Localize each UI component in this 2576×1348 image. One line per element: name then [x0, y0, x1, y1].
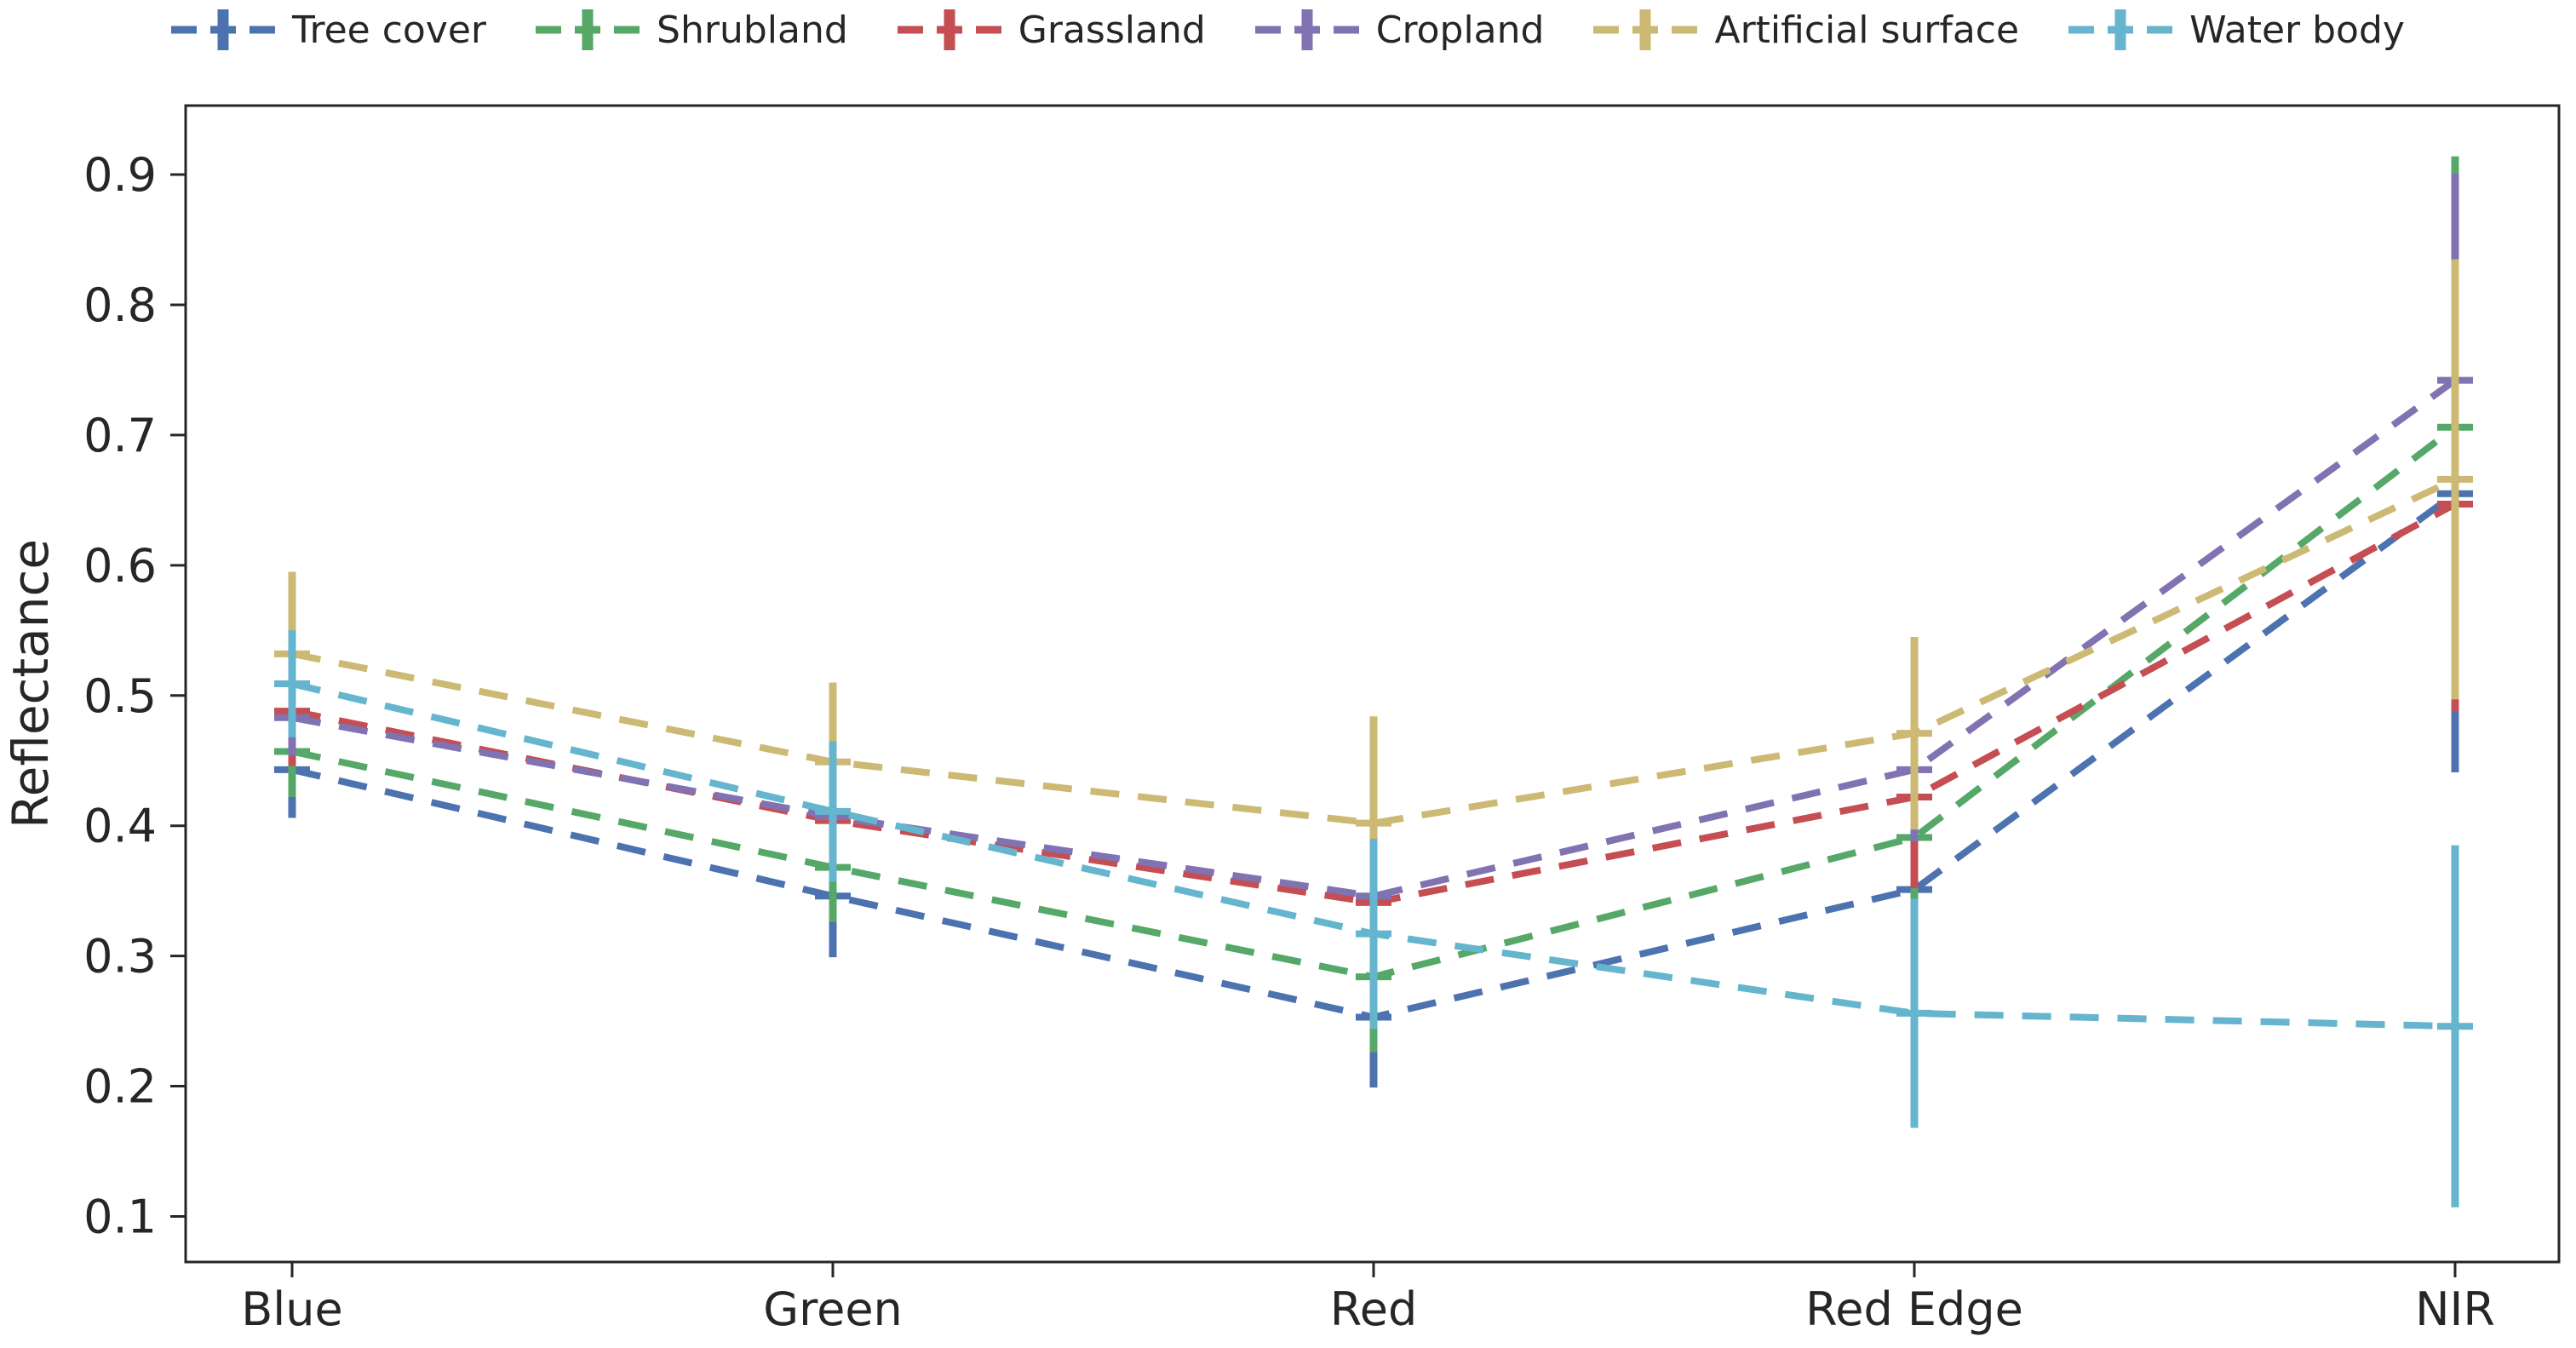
legend-label-cropland: Cropland — [1375, 8, 1545, 52]
legend-item-shrubland: Shrubland — [536, 3, 848, 56]
legend-label-shrubland: Shrubland — [657, 8, 848, 52]
cropland-line — [291, 377, 2458, 900]
x-tick-label-blue: Blue — [241, 1282, 343, 1336]
y-tick-label-0.4: 0.4 — [83, 800, 157, 853]
legend-label-artificial-surface: Artificial surface — [1714, 8, 2020, 52]
x-tick-label-red-edge: Red Edge — [1805, 1282, 2023, 1336]
legend-item-artificial-surface: Artificial surface — [1593, 3, 2019, 56]
water-body-legend-glyph — [2068, 9, 2173, 50]
y-tick-label-0.5: 0.5 — [83, 669, 157, 723]
y-tick-label-0.3: 0.3 — [83, 930, 157, 984]
y-tick-label-0.2: 0.2 — [83, 1060, 157, 1114]
x-tick-label-green: Green — [763, 1282, 903, 1336]
tree-cover-legend-glyph — [171, 9, 276, 50]
legend-item-cropland: Cropland — [1254, 3, 1545, 56]
x-tick-label-nir: NIR — [2415, 1282, 2495, 1336]
y-tick-label-0.6: 0.6 — [83, 539, 157, 593]
y-axis-label: Reflectance — [2, 539, 60, 829]
y-tick-label-0.7: 0.7 — [83, 409, 157, 462]
y-tick-label-0.9: 0.9 — [83, 148, 157, 202]
legend: Tree cover Shrubland Grassland Cropland Arti… — [0, 2, 2576, 58]
legend-label-grassland: Grassland — [1018, 8, 1206, 52]
y-tick-label-0.8: 0.8 — [83, 278, 157, 332]
artificial-surface-legend-glyph — [1593, 9, 1698, 50]
series-water-body — [274, 630, 2473, 1207]
legend-item-grassland: Grassland — [897, 3, 1206, 56]
cropland-legend-glyph — [1254, 9, 1359, 50]
legend-label-water-body: Water body — [2189, 8, 2405, 52]
grassland-legend-glyph — [897, 9, 1001, 50]
legend-item-tree-cover: Tree cover — [171, 3, 486, 56]
shrubland-legend-glyph — [536, 9, 640, 50]
plot-border — [184, 104, 2561, 1264]
legend-label-tree-cover: Tree cover — [292, 8, 487, 52]
y-tick-label-0.1: 0.1 — [83, 1190, 157, 1243]
legend-item-water-body: Water body — [2068, 3, 2405, 56]
x-tick-label-red: Red — [1330, 1282, 1418, 1336]
series-artificial-surface — [274, 259, 2473, 931]
